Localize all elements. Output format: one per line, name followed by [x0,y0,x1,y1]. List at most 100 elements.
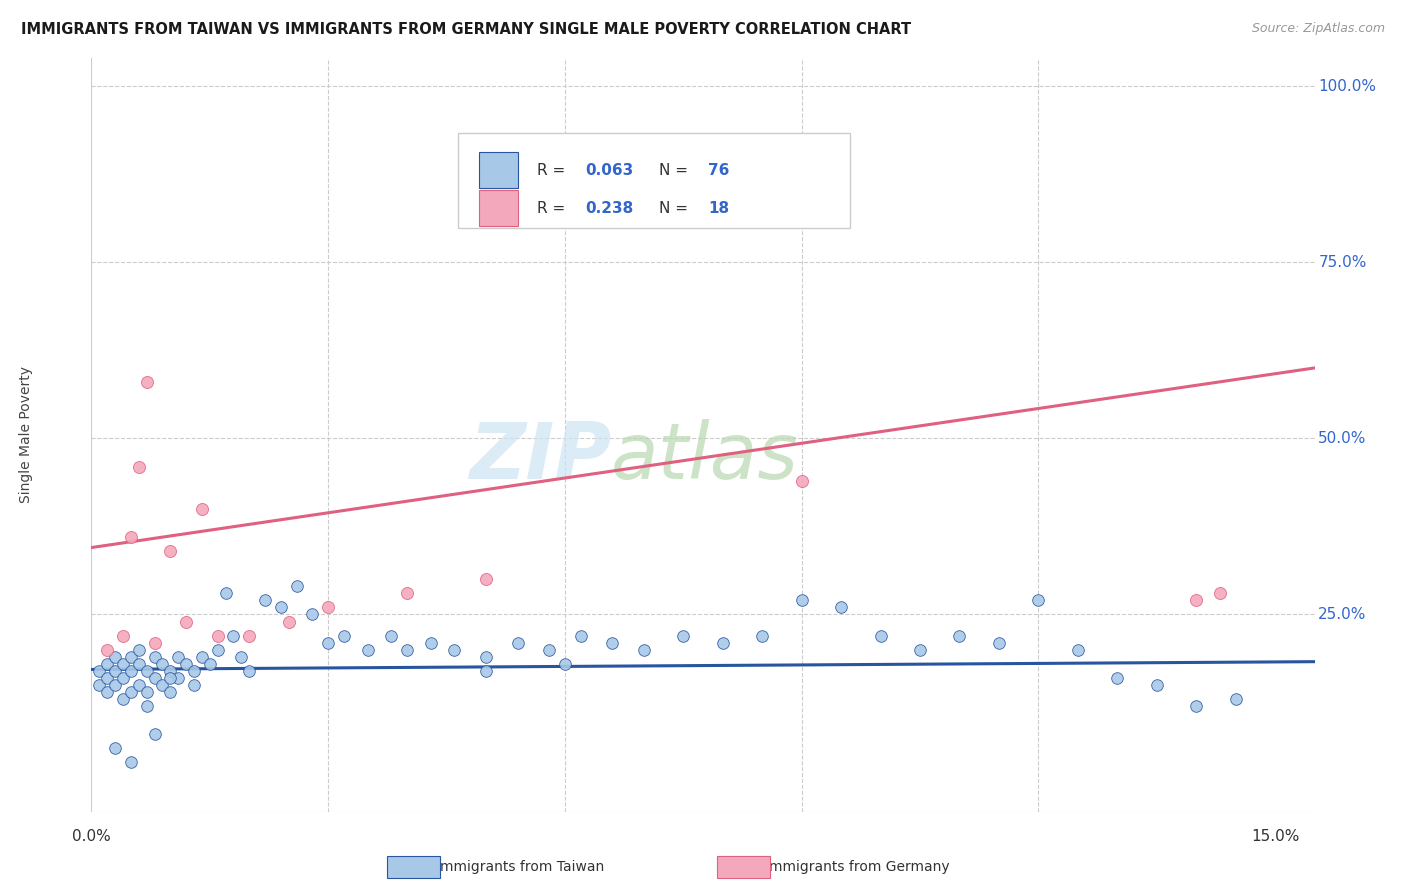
Text: Single Male Poverty: Single Male Poverty [18,367,32,503]
Point [1225,692,1247,706]
Point [96,657,118,671]
Point [159,664,181,678]
Point [1107,671,1129,685]
FancyBboxPatch shape [458,134,849,227]
Point [207,642,229,657]
Point [222,629,245,643]
Point [238,629,260,643]
Point [89,664,111,678]
Point [396,586,419,600]
Point [270,600,292,615]
Point [120,530,142,544]
Point [207,629,229,643]
Text: 0.238: 0.238 [585,201,634,216]
Point [143,671,166,685]
Point [128,657,150,671]
Point [600,635,623,649]
Point [672,629,695,643]
Point [790,593,813,607]
Point [167,649,190,664]
Point [1067,642,1090,657]
Point [711,635,734,649]
Text: 0.0%: 0.0% [72,830,111,845]
Point [120,649,142,664]
Point [869,629,891,643]
Point [285,579,308,593]
Point [191,501,214,516]
Text: R =: R = [537,201,569,216]
Text: 25.0%: 25.0% [1319,607,1367,622]
Text: Source: ZipAtlas.com: Source: ZipAtlas.com [1251,22,1385,36]
Point [104,664,127,678]
Point [152,657,174,671]
Point [633,642,655,657]
Text: Immigrants from Taiwan: Immigrants from Taiwan [436,860,605,874]
Point [191,649,214,664]
Point [174,657,197,671]
Text: Immigrants from Germany: Immigrants from Germany [765,860,950,874]
Point [987,635,1010,649]
Point [89,678,111,692]
Point [135,375,157,389]
Point [128,459,150,474]
Text: 15.0%: 15.0% [1251,830,1299,845]
Point [143,649,166,664]
Point [790,474,813,488]
Point [277,615,299,629]
Point [1028,593,1050,607]
Point [135,685,157,699]
Point [301,607,323,622]
Point [1185,699,1208,714]
Point [120,685,142,699]
Point [1185,593,1208,607]
Point [316,600,339,615]
Point [143,727,166,741]
Point [380,629,402,643]
Text: IMMIGRANTS FROM TAIWAN VS IMMIGRANTS FROM GERMANY SINGLE MALE POVERTY CORRELATIO: IMMIGRANTS FROM TAIWAN VS IMMIGRANTS FRO… [21,22,911,37]
Bar [479,190,519,227]
Point [830,600,852,615]
Point [506,635,529,649]
Point [159,671,181,685]
Text: ZIP: ZIP [470,419,612,495]
Point [1209,586,1232,600]
Text: atlas: atlas [612,419,799,495]
Point [120,756,142,770]
Point [231,649,253,664]
Point [183,664,205,678]
Point [96,642,118,657]
Point [128,678,150,692]
Point [111,657,134,671]
Point [183,678,205,692]
Point [96,685,118,699]
Text: R =: R = [537,162,569,178]
Point [104,678,127,692]
Point [333,629,356,643]
Point [159,685,181,699]
Point [104,741,127,756]
Point [174,615,197,629]
Point [419,635,441,649]
Point [143,635,166,649]
Bar [479,152,519,188]
Text: N =: N = [659,201,693,216]
Point [475,664,498,678]
Point [214,586,236,600]
Point [1146,678,1168,692]
Point [443,642,465,657]
Text: 76: 76 [707,162,730,178]
Point [128,642,150,657]
Text: 50.0%: 50.0% [1319,431,1367,446]
Text: N =: N = [659,162,693,178]
Point [908,642,931,657]
Point [135,699,157,714]
Point [96,671,118,685]
Point [104,649,127,664]
Point [396,642,419,657]
Point [111,671,134,685]
Point [538,642,561,657]
Point [948,629,970,643]
Point [159,544,181,558]
Text: 18: 18 [707,201,730,216]
Point [198,657,221,671]
